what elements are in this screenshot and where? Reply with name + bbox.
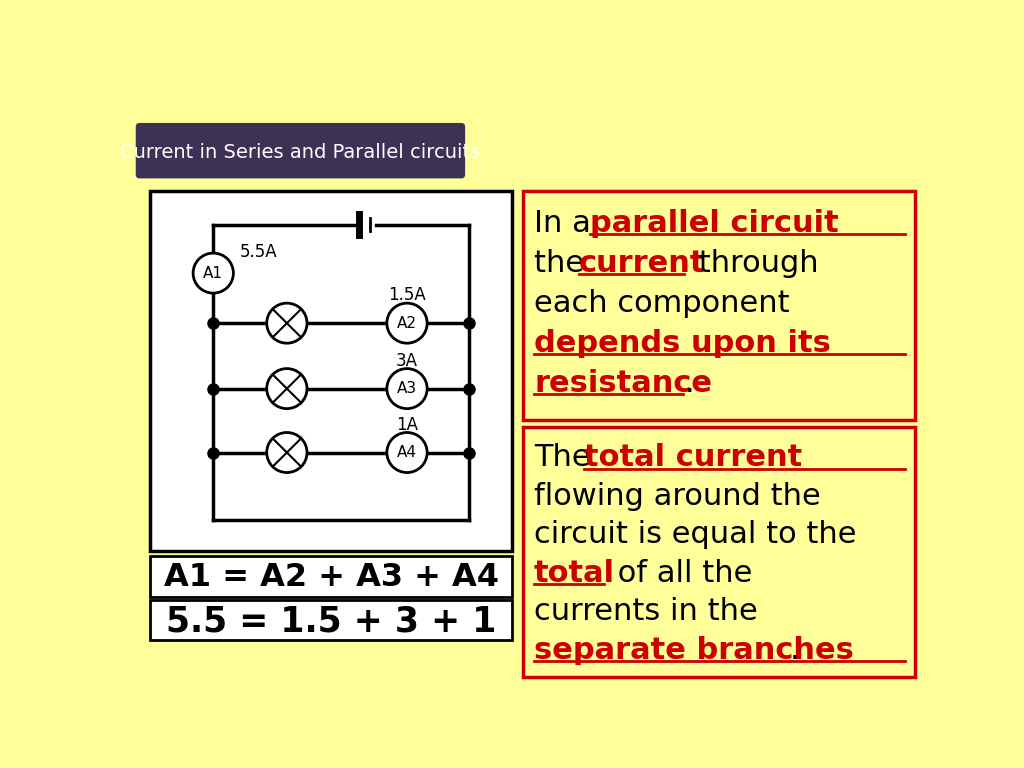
Text: the: the — [535, 249, 594, 277]
Circle shape — [266, 369, 307, 409]
Text: circuit is equal to the: circuit is equal to the — [535, 521, 857, 549]
Text: of all the: of all the — [607, 559, 752, 588]
Text: In a: In a — [535, 209, 601, 237]
Text: 1A: 1A — [396, 415, 418, 434]
Text: flowing around the: flowing around the — [535, 482, 821, 511]
Text: A1: A1 — [203, 266, 223, 280]
Text: currents in the: currents in the — [535, 598, 758, 627]
Text: 5.5A: 5.5A — [240, 243, 278, 260]
Text: .: . — [790, 636, 800, 665]
Text: depends upon its: depends upon its — [535, 329, 830, 358]
Circle shape — [194, 253, 233, 293]
Text: 5.5 = 1.5 + 3 + 1: 5.5 = 1.5 + 3 + 1 — [166, 604, 497, 638]
FancyBboxPatch shape — [136, 123, 465, 178]
FancyBboxPatch shape — [523, 427, 915, 677]
Text: through: through — [689, 249, 819, 277]
Text: The: The — [535, 443, 600, 472]
Text: A1 = A2 + A3 + A4: A1 = A2 + A3 + A4 — [164, 561, 499, 593]
Circle shape — [387, 369, 427, 409]
Circle shape — [266, 432, 307, 472]
Text: total current: total current — [585, 443, 803, 472]
Text: .: . — [685, 369, 695, 398]
Circle shape — [387, 432, 427, 472]
Text: separate branches: separate branches — [535, 636, 854, 665]
Text: A4: A4 — [397, 445, 417, 460]
Text: resistance: resistance — [535, 369, 712, 398]
Text: A3: A3 — [397, 381, 417, 396]
FancyBboxPatch shape — [150, 601, 512, 641]
Circle shape — [387, 303, 427, 343]
FancyBboxPatch shape — [150, 557, 512, 597]
Text: 3A: 3A — [396, 352, 418, 370]
Text: parallel circuit: parallel circuit — [590, 209, 839, 237]
Circle shape — [266, 303, 307, 343]
FancyBboxPatch shape — [523, 190, 915, 420]
Text: 1.5A: 1.5A — [388, 286, 426, 304]
Text: total: total — [535, 559, 615, 588]
Text: A2: A2 — [397, 316, 417, 331]
Text: each component: each component — [535, 289, 790, 318]
Text: current: current — [579, 249, 706, 277]
FancyBboxPatch shape — [150, 190, 512, 551]
Text: Current in Series and Parallel circuits: Current in Series and Parallel circuits — [120, 143, 480, 162]
